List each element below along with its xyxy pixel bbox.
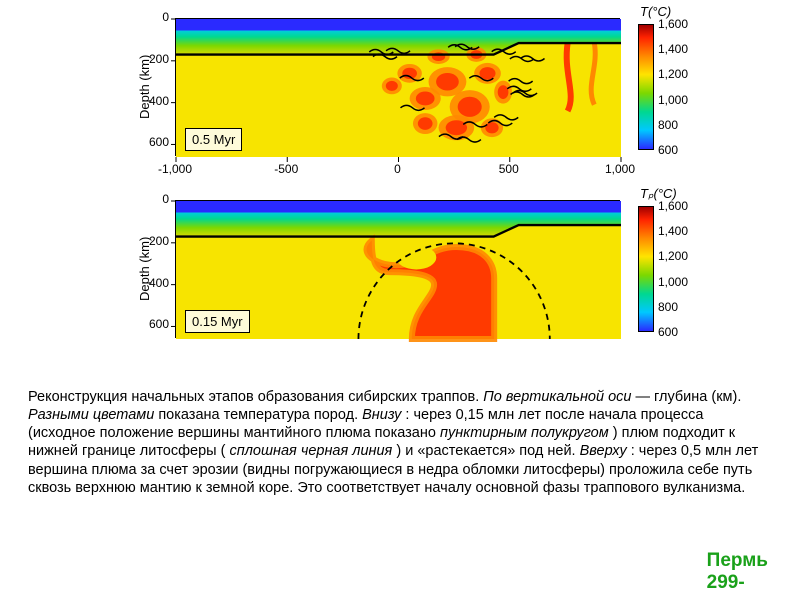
y-tick: 200 [129,234,169,248]
cap-t: ) и «растекается» под ней. [396,443,579,459]
cap-i: сплошная черная линия [230,443,393,459]
footer-label: Пермь 299- [707,550,768,594]
y-tick: 400 [129,276,169,290]
cap-i: Вверху [580,443,627,459]
colorbar-tick: 800 [658,118,678,132]
footer-line1: Пермь [707,550,768,572]
colorbar-tick: 1,400 [658,224,688,238]
colorbar-tick: 1,600 [658,17,688,31]
colorbar-tick: 1,600 [658,199,688,213]
cap-i: пунктирным полукругом [440,425,609,441]
x-tick: -1,000 [150,162,200,176]
colorbar-tick: 600 [658,325,678,339]
cap-i: Разными цветами [28,407,154,423]
cap-i: Внизу [362,407,401,423]
y-tick: 600 [129,317,169,331]
y-tick: 400 [129,94,169,108]
y-tick: 200 [129,52,169,66]
colorbar-tick: 600 [658,143,678,157]
cap-t: — глубина (км). [636,389,742,405]
colorbar-tick: 1,200 [658,67,688,81]
y-tick: 600 [129,135,169,149]
panel-timestamp: 0.15 Myr [185,310,250,333]
x-tick: -500 [261,162,311,176]
footer-line2: 299- [707,572,768,594]
x-tick: 1,000 [595,162,645,176]
colorbar-tick: 1,000 [658,275,688,289]
colorbar-tick: 1,000 [658,93,688,107]
cap-t: показана температура пород. [158,407,362,423]
colorbar-tick: 1,400 [658,42,688,56]
figure-area: 0.5 MyrDepth (km)0200400600-1,000-500050… [0,0,800,370]
x-tick: 0 [373,162,423,176]
colorbar [638,206,654,332]
cap-i: По вертикальной оси [483,389,631,405]
x-tick: 500 [484,162,534,176]
colorbar-tick: 1,200 [658,249,688,263]
cap-t: Реконструкция начальных этапов образован… [28,389,483,405]
colorbar [638,24,654,150]
y-tick: 0 [129,10,169,24]
panel-timestamp: 0.5 Myr [185,128,242,151]
figure-caption: Реконструкция начальных этапов образован… [28,388,772,497]
colorbar-tick: 800 [658,300,678,314]
y-tick: 0 [129,192,169,206]
